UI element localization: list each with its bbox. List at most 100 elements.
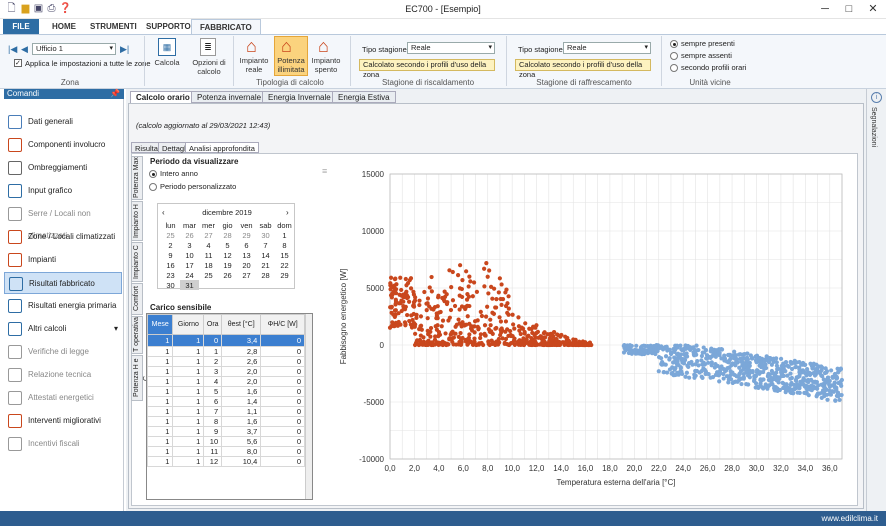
cal-day[interactable]: 14	[261, 250, 270, 260]
cal-day[interactable]: 15	[280, 250, 289, 260]
maximize-button[interactable]: □	[845, 3, 853, 15]
subtab-analisi[interactable]: Analisi approfondita	[185, 142, 259, 153]
table-row[interactable]: 1 1 7 1,1 0	[147, 406, 305, 417]
nav-item-draw[interactable]: Input grafico	[4, 180, 122, 202]
nav-item-cert[interactable]: Attestati energetici	[4, 387, 122, 409]
tab-strumenti[interactable]: STRUMENTI	[90, 22, 137, 31]
tab-calcolo-orario[interactable]: Calcolo orario	[130, 91, 196, 103]
table-header[interactable]: Giorno	[172, 314, 205, 335]
cal-day[interactable]: 12	[223, 250, 232, 260]
cal-day[interactable]: 25	[204, 270, 213, 280]
nav-item-check[interactable]: Verifiche di legge	[4, 341, 122, 363]
cal-day[interactable]: 21	[261, 260, 270, 270]
unita-radio-2[interactable]	[670, 52, 678, 60]
cal-day[interactable]: 11	[204, 250, 213, 260]
table-row[interactable]: 1 1 1 2,8 0	[147, 346, 305, 357]
table-row[interactable]: 1 1 5 1,6 0	[147, 386, 305, 397]
nav-item-fire[interactable]: Impianti	[4, 249, 122, 271]
cal-day[interactable]: 8	[282, 240, 287, 250]
cal-day[interactable]: 29	[242, 230, 251, 240]
nav-item-calc[interactable]: Altri calcoli ▾	[4, 318, 122, 340]
first-icon[interactable]: |◀	[8, 44, 18, 54]
nav-item-greenhouse[interactable]: Serre / Locali non climatizzati	[4, 203, 122, 240]
cal-day[interactable]: 9	[168, 250, 173, 260]
cal-day[interactable]: 13	[242, 250, 251, 260]
calculator-icon[interactable]: ▦	[158, 38, 176, 56]
cal-day[interactable]: 17	[185, 260, 194, 270]
nav-item-energy[interactable]: Risultati energia primaria	[4, 295, 122, 317]
cal-day[interactable]: 7	[263, 240, 268, 250]
table-row[interactable]: 1 1 11 8,0 0	[147, 446, 305, 457]
tab-fabbricato[interactable]: FABBRICATO	[191, 19, 261, 34]
table-header[interactable]: Mese	[147, 314, 174, 335]
house-icon[interactable]: ⌂	[246, 36, 257, 56]
impianto-reale-button[interactable]: Impianto reale	[239, 56, 269, 74]
applica-checkbox[interactable]: ✓	[14, 59, 22, 67]
table-row[interactable]: 1 1 9 3,7 0	[147, 426, 305, 437]
risc-tipo-select[interactable]: Reale ▾	[407, 42, 495, 54]
cal-day[interactable]: 19	[223, 260, 232, 270]
cal-day[interactable]: 31	[180, 280, 199, 290]
cal-day[interactable]: 10	[185, 250, 194, 260]
options-doc-icon[interactable]: ≣	[200, 38, 216, 56]
status-link[interactable]: www.edilclima.it	[821, 514, 878, 523]
cal-day[interactable]: 6	[244, 240, 249, 250]
nav-item-doc[interactable]: Dati generali	[4, 111, 122, 133]
open-folder-icon[interactable]: ▆	[21, 3, 30, 14]
table-row[interactable]: 1 1 6 1,4 0	[147, 396, 305, 407]
cal-day[interactable]: 28	[223, 230, 232, 240]
vtab-t-operativa[interactable]: T operativa	[131, 316, 143, 354]
save-icon[interactable]: ▣	[33, 3, 44, 14]
house-off-icon[interactable]: ⌂	[318, 36, 329, 56]
unita-radio-1[interactable]	[670, 40, 678, 48]
tab-energia-invernale[interactable]: Energia Invernale	[262, 91, 337, 103]
table-scrollbar[interactable]	[305, 314, 312, 499]
vtab-comfort[interactable]: Comfort	[131, 283, 143, 315]
info-icon[interactable]: i	[871, 92, 882, 103]
periodo-pers-radio[interactable]	[149, 183, 157, 191]
cal-day[interactable]: 5	[225, 240, 230, 250]
table-row[interactable]: 1 1 10 5,6 0	[147, 436, 305, 447]
vtab-potenza-max[interactable]: Potenza Max	[131, 156, 143, 200]
table-row[interactable]: 1 1 2 2,6 0	[147, 356, 305, 367]
tab-energia-estiva[interactable]: Energia Estiva	[332, 91, 396, 103]
opzioni-button[interactable]: Opzioni di calcolo	[192, 58, 226, 76]
next-icon[interactable]: ▶|	[120, 44, 130, 54]
prev-icon[interactable]: ◀	[21, 44, 28, 54]
cal-day[interactable]: 28	[261, 270, 270, 280]
nav-item-tax[interactable]: Incentivi fiscali	[4, 433, 122, 455]
vtab-impianto-h[interactable]: Impianto H	[131, 201, 143, 241]
zona-select[interactable]: Ufficio 1 ▾	[32, 43, 116, 55]
cal-day[interactable]: 20	[242, 260, 251, 270]
impianto-spento-button[interactable]: Impianto spento	[311, 56, 341, 74]
cal-day[interactable]: 3	[187, 240, 192, 250]
cal-day[interactable]: 1	[282, 230, 287, 240]
new-file-icon[interactable]: 🗋	[7, 3, 16, 14]
table-row[interactable]: 1 1 3 2,0 0	[147, 366, 305, 377]
cal-day[interactable]: 23	[166, 270, 175, 280]
help-icon[interactable]: ❓	[59, 3, 72, 14]
cal-day[interactable]: 4	[206, 240, 211, 250]
nav-item-improve[interactable]: Interventi migliorativi	[4, 410, 122, 432]
cal-day[interactable]: 16	[166, 260, 175, 270]
table-row[interactable]: 1 1 8 1,6 0	[147, 416, 305, 427]
cal-day[interactable]: 26	[185, 230, 194, 240]
tab-home[interactable]: HOME	[52, 22, 76, 31]
segnalazioni-tab[interactable]: Segnalazioni	[870, 107, 877, 148]
carico-table[interactable]: Mese Giorno Ora θest [°C] ΦH/C [W] 1 1 0 3,4 0 1 1…	[146, 313, 313, 500]
calcola-button[interactable]: Calcola	[154, 58, 180, 67]
cal-day[interactable]: 29	[280, 270, 289, 280]
nav-item-wall[interactable]: Componenti involucro	[4, 134, 122, 156]
table-row[interactable]: 1 1 0 3,4 0	[147, 334, 305, 347]
intero-anno-radio[interactable]	[149, 170, 157, 178]
table-header[interactable]: Ora	[203, 314, 223, 335]
unita-radio-3[interactable]	[670, 64, 678, 72]
cal-day[interactable]: 30	[166, 280, 175, 290]
vtab-impianto-c[interactable]: Impianto C	[131, 242, 143, 282]
vtab-potenza-hc[interactable]: Potenza H e C	[131, 355, 150, 401]
cal-day[interactable]: 27	[242, 270, 251, 280]
cal-day[interactable]: 27	[204, 230, 213, 240]
potenza-illimitata-button[interactable]	[274, 36, 308, 76]
minimize-button[interactable]: ─	[821, 3, 829, 15]
table-row[interactable]: 1 1 12 10,4 0	[147, 456, 305, 467]
